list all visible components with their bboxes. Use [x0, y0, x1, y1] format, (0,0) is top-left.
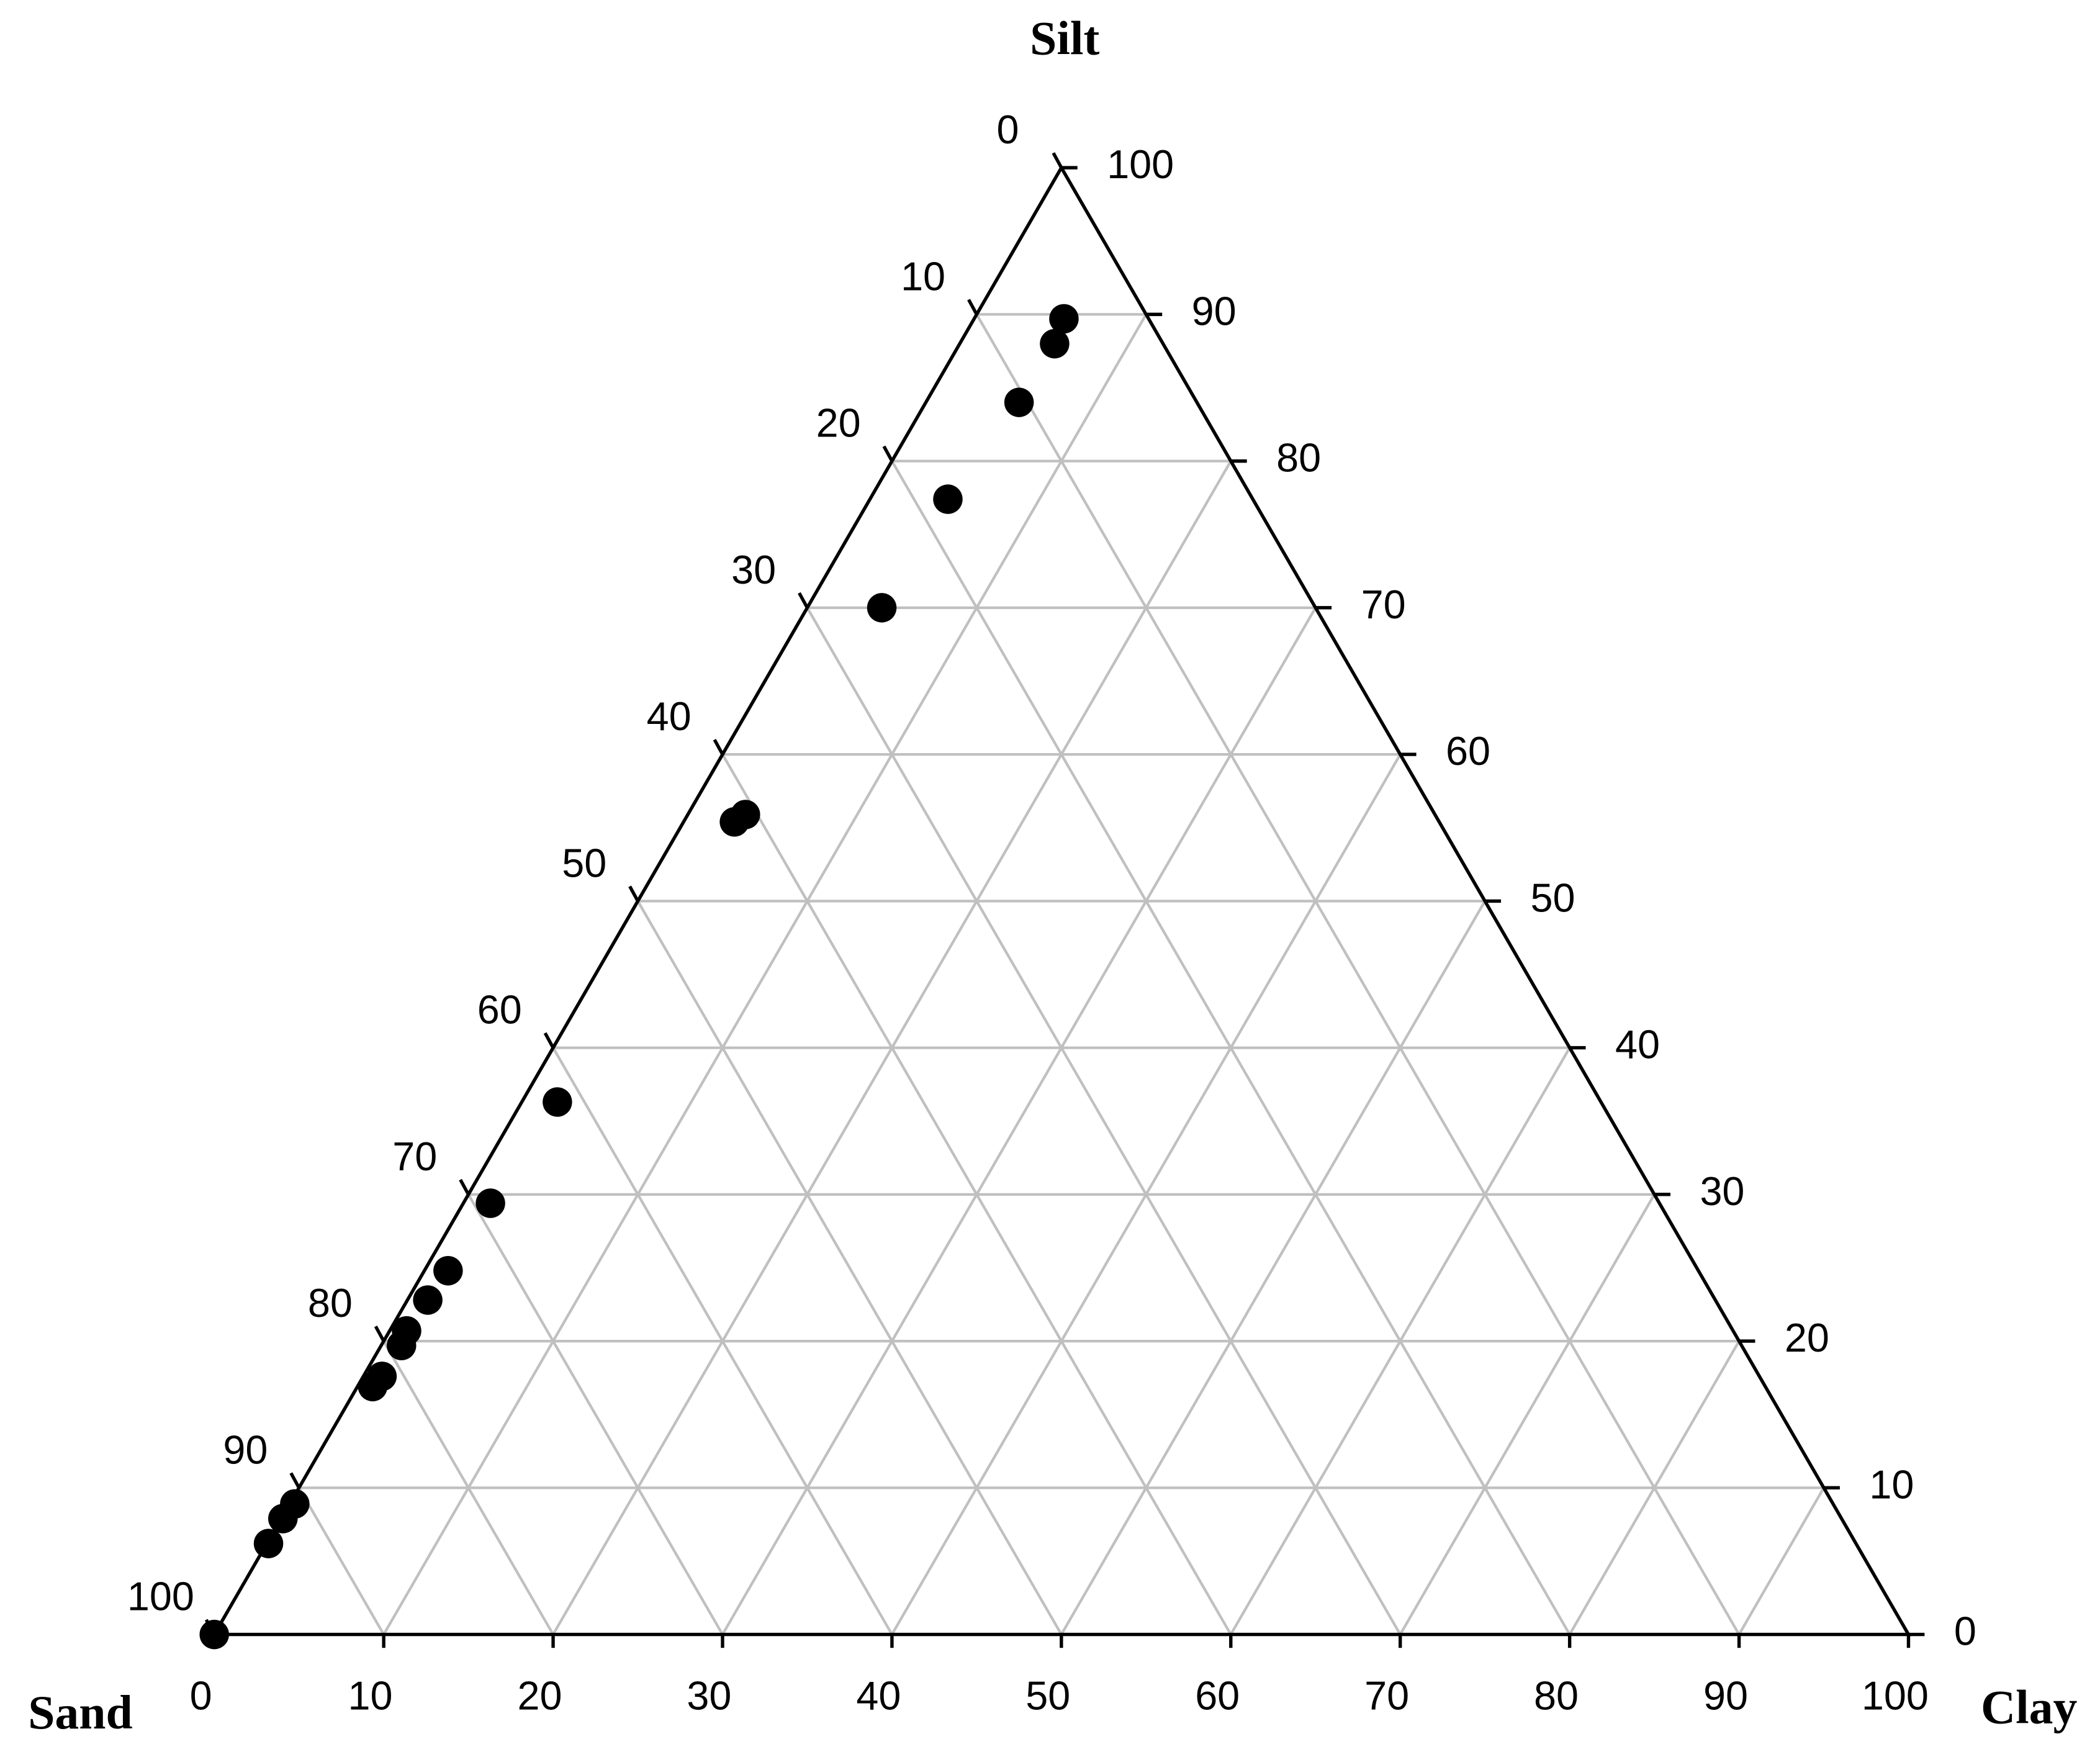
silt-tick-label: 10 [1869, 1462, 1914, 1507]
silt-tick-label: 80 [1276, 435, 1321, 481]
tick-mark [628, 885, 639, 902]
silt-tick-label: 100 [1107, 142, 1174, 187]
sand-tick-label: 0 [997, 107, 1019, 152]
grid-line [382, 314, 1148, 1635]
clay-tick-label: 20 [517, 1673, 562, 1718]
data-point [199, 1619, 229, 1650]
data-point [387, 1331, 417, 1360]
clay-tick-label: 40 [856, 1673, 901, 1718]
axis-title-clay: Clay [1981, 1681, 2077, 1734]
grid-line [636, 900, 1063, 1635]
silt-tick-label: 40 [1615, 1022, 1660, 1067]
grid-line [975, 314, 1741, 1635]
sand-tick-label: 50 [562, 840, 606, 885]
silt-tick-label: 50 [1531, 875, 1575, 920]
tick-mark [543, 1032, 555, 1049]
clay-tick-label: 50 [1025, 1673, 1070, 1718]
silt-tick-label: 0 [1954, 1609, 1976, 1654]
data-point [358, 1371, 388, 1402]
silt-tick-label: 90 [1192, 288, 1237, 333]
grid-line [297, 1487, 385, 1635]
grid-line [467, 1193, 724, 1635]
data-point [719, 807, 749, 837]
sand-tick-label: 80 [308, 1280, 353, 1326]
grid-line [806, 607, 1402, 1635]
data-point [933, 484, 963, 514]
tick-mark [713, 739, 724, 756]
data-point [1040, 328, 1070, 359]
sand-tick-label: 30 [731, 547, 776, 592]
grid-line [552, 1047, 893, 1635]
clay-tick-label: 10 [348, 1673, 393, 1718]
tick-mark [798, 592, 809, 609]
clay-tick-label: 30 [687, 1673, 731, 1718]
grid-line [382, 1340, 554, 1635]
data-point [1004, 387, 1034, 417]
data-point [1049, 304, 1079, 334]
sand-tick-label: 40 [647, 694, 692, 739]
data-point [268, 1504, 298, 1534]
grid-line [1737, 1487, 1825, 1635]
sand-tick-label: 90 [223, 1427, 268, 1472]
tick-mark [967, 299, 978, 315]
clay-tick-label: 80 [1534, 1673, 1579, 1718]
sand-tick-label: 20 [816, 400, 861, 446]
tick-mark [1052, 152, 1063, 169]
grid-line [1060, 900, 1487, 1635]
tick-mark [882, 445, 894, 462]
data-point [543, 1087, 572, 1117]
tick-mark [459, 1178, 470, 1196]
grid-line [1399, 1193, 1656, 1635]
grid-line [721, 607, 1317, 1635]
axis-title-silt: Silt [1030, 11, 1099, 65]
axis-title-sand: Sand [28, 1686, 132, 1739]
silt-tick-label: 60 [1446, 728, 1490, 774]
tick-mark [374, 1326, 385, 1342]
clay-tick-label: 0 [190, 1673, 212, 1718]
data-point [413, 1285, 443, 1315]
data-point [475, 1188, 505, 1218]
data-point [253, 1529, 284, 1558]
silt-tick-label: 20 [1785, 1315, 1829, 1360]
clay-tick-label: 90 [1703, 1673, 1748, 1718]
tick-mark [289, 1472, 301, 1489]
silt-tick-label: 30 [1700, 1168, 1744, 1214]
sand-tick-label: 70 [392, 1134, 437, 1179]
clay-tick-label: 70 [1364, 1673, 1409, 1718]
sand-tick-label: 60 [477, 987, 522, 1032]
sand-tick-label: 10 [901, 253, 945, 299]
grid-line [891, 460, 1571, 1635]
sand-tick-label: 100 [127, 1574, 194, 1619]
clay-tick-label: 60 [1195, 1673, 1240, 1718]
data-point [433, 1255, 463, 1286]
clay-tick-label: 100 [1862, 1673, 1929, 1718]
grid [297, 313, 1825, 1635]
data-point [867, 593, 897, 623]
silt-tick-label: 70 [1361, 582, 1406, 627]
grid-line [721, 754, 1232, 1635]
